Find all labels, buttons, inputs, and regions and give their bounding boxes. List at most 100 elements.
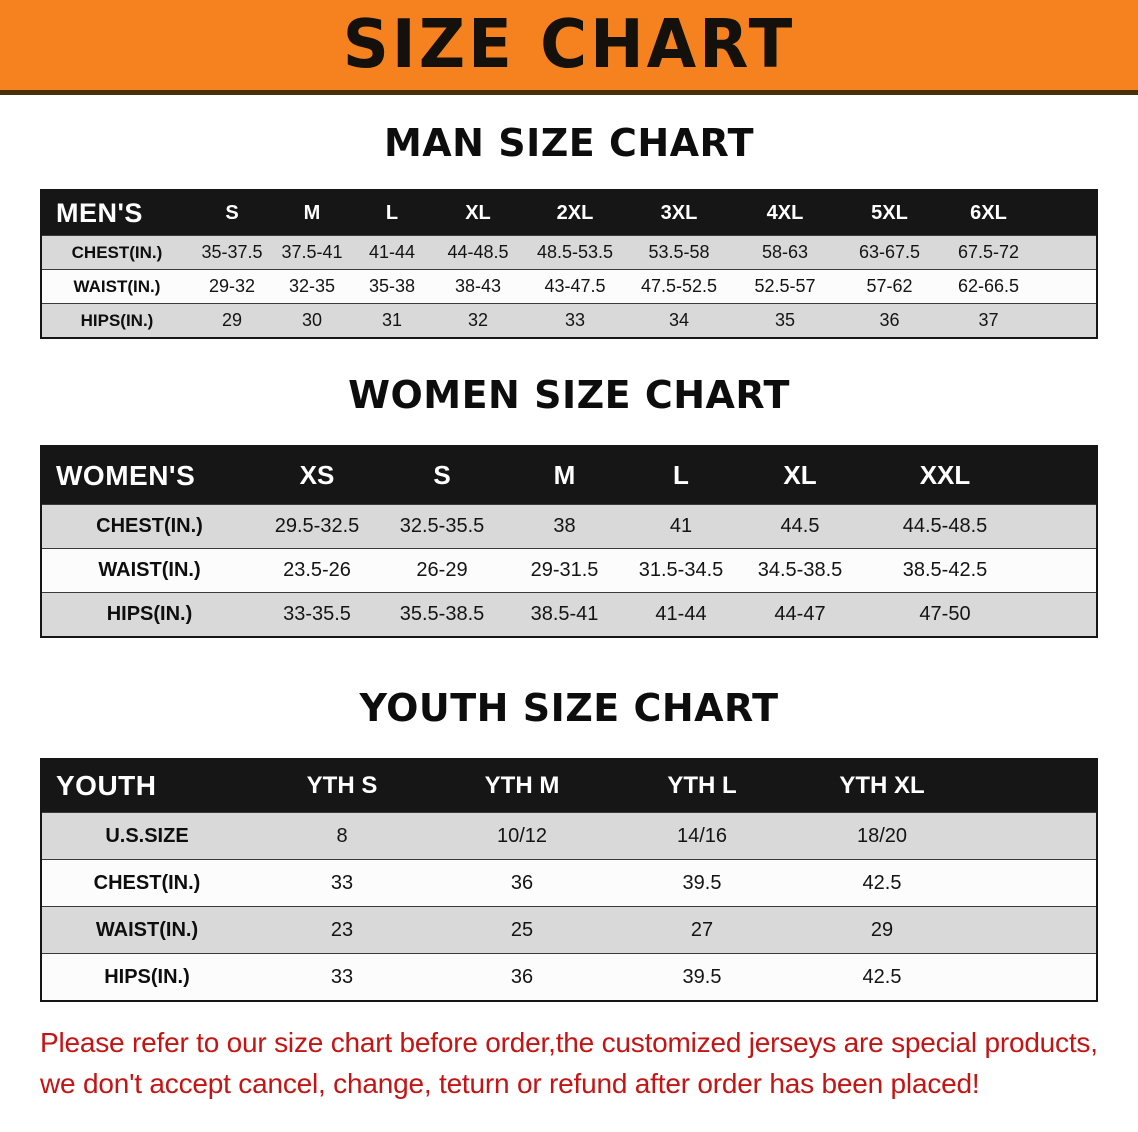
column-header: L [385,201,399,224]
women-section-heading: WOMEN SIZE CHART [348,373,790,417]
youth-ussize-row: U.S.SIZE 8 10/12 14/16 18/20 [42,812,1096,859]
size-value: 29-32 [208,276,256,296]
row-label: WAIST(IN.) [95,918,199,941]
size-value: 38.5-42.5 [902,559,988,581]
size-value: 36 [510,871,534,894]
size-value: 38 [553,515,576,537]
column-header: L [673,460,689,490]
size-value: 25 [510,918,534,941]
size-value: 41-44 [368,242,416,262]
men-section-heading: MAN SIZE CHART [383,121,755,165]
size-value: 39.5 [682,871,722,894]
size-value: 47.5-52.5 [640,276,718,296]
size-value: 47-50 [919,603,971,625]
size-value: 53.5-58 [648,242,710,262]
size-value: 57-62 [866,276,913,296]
women-table-title: WOMEN'S [56,459,196,491]
size-value: 41-44 [655,603,707,625]
size-value: 10/12 [496,824,548,847]
column-header: XS [299,460,335,490]
column-header: XXL [919,460,971,490]
size-value: 29.5-32.5 [274,515,360,537]
banner: SIZE CHART [0,0,1138,95]
youth-chest-row: CHEST(IN.) 33 36 39.5 42.5 [42,859,1096,906]
size-value: 8 [336,824,348,847]
size-value: 35-37.5 [201,242,263,262]
size-value: 37.5-41 [281,242,343,262]
size-value: 34 [668,310,690,330]
size-value: 37 [978,310,999,330]
page-title: SIZE CHART [342,6,796,84]
row-label: WAIST(IN.) [73,276,161,296]
size-value: 33-35.5 [283,603,351,625]
row-label: HIPS(IN.) [80,310,154,330]
youth-waist-row: WAIST(IN.) 23 25 27 29 [42,906,1096,953]
women-waist-row: WAIST(IN.) 23.5-26 26-29 29-31.5 31.5-34… [42,548,1096,592]
size-value: 43-47.5 [544,276,606,296]
column-header: S [225,201,239,224]
size-value: 32.5-35.5 [399,515,485,537]
disclaimer-text: Please refer to our size chart before or… [40,1022,1138,1104]
men-hips-row: HIPS(IN.) 29 30 31 32 33 34 35 36 37 [42,303,1096,337]
size-value: 38.5-41 [530,603,599,625]
size-value: 35-38 [368,276,416,296]
size-value: 33 [330,871,354,894]
size-value: 67.5-72 [957,242,1020,262]
size-value: 30 [301,310,323,330]
row-label: CHEST(IN.) [71,242,163,262]
size-value: 33 [564,310,586,330]
size-value: 42.5 [862,965,902,988]
size-value: 29-31.5 [530,559,599,581]
column-header: 3XL [660,201,698,224]
size-value: 35 [774,310,796,330]
youth-table-header-row: YOUTH YTH S YTH M YTH L YTH XL [42,760,1096,812]
men-waist-row: WAIST(IN.) 29-32 32-35 35-38 38-43 43-47… [42,269,1096,303]
size-value: 44-48.5 [447,242,509,262]
size-value: 29 [221,310,243,330]
size-value: 18/20 [856,824,908,847]
size-value: 44-47 [774,603,826,625]
women-table-header-row: WOMEN'S XS S M L XL XXL [42,447,1096,504]
size-value: 35.5-38.5 [399,603,485,625]
row-label: HIPS(IN.) [106,603,193,625]
size-value: 23.5-26 [283,559,351,581]
column-header: 5XL [871,201,908,224]
column-header: 4XL [766,201,804,224]
size-value: 58-63 [761,242,809,262]
youth-size-table: YOUTH YTH S YTH M YTH L YTH XL U.S.SIZE … [40,758,1098,1002]
size-value: 23 [330,918,354,941]
size-value: 36 [879,310,900,330]
size-value: 26-29 [416,559,468,581]
size-value: 48.5-53.5 [536,242,614,262]
women-chest-row: CHEST(IN.) 29.5-32.5 32.5-35.5 38 41 44.… [42,504,1096,548]
women-hips-row: HIPS(IN.) 33-35.5 35.5-38.5 38.5-41 41-4… [42,592,1096,636]
column-header: XL [783,460,817,490]
column-header: YTH L [667,772,737,799]
size-value: 14/16 [676,824,728,847]
men-table-title: MEN'S [56,197,143,228]
row-label: CHEST(IN.) [93,871,201,894]
size-value: 31 [381,310,403,330]
men-chest-row: CHEST(IN.) 35-37.5 37.5-41 41-44 44-48.5… [42,235,1096,269]
disclaimer-line-2: we don't accept cancel, change, teturn o… [40,1068,980,1099]
row-label: HIPS(IN.) [104,965,190,988]
size-value: 32-35 [288,276,336,296]
size-value: 39.5 [682,965,722,988]
size-value: 38-43 [454,276,502,296]
disclaimer-line-1: Please refer to our size chart before or… [40,1027,1098,1058]
youth-section-heading: YOUTH SIZE CHART [359,686,779,730]
column-header: XL [465,201,491,224]
youth-hips-row: HIPS(IN.) 33 36 39.5 42.5 [42,953,1096,1000]
size-value: 31.5-34.5 [638,559,724,581]
size-value: 44.5 [780,515,820,537]
column-header: M [553,460,576,490]
column-header: S [433,460,451,490]
women-size-table: WOMEN'S XS S M L XL XXL CHEST(IN.) 29.5-… [40,445,1098,638]
row-label: U.S.SIZE [105,824,189,847]
column-header: YTH S [306,772,378,799]
column-header: YTH M [484,772,560,799]
men-size-table: MEN'S S M L XL 2XL 3XL 4XL 5XL 6XL CHEST… [40,189,1098,339]
column-header: 6XL [970,201,1007,224]
size-value: 62-66.5 [957,276,1020,296]
size-value: 41 [669,515,693,537]
